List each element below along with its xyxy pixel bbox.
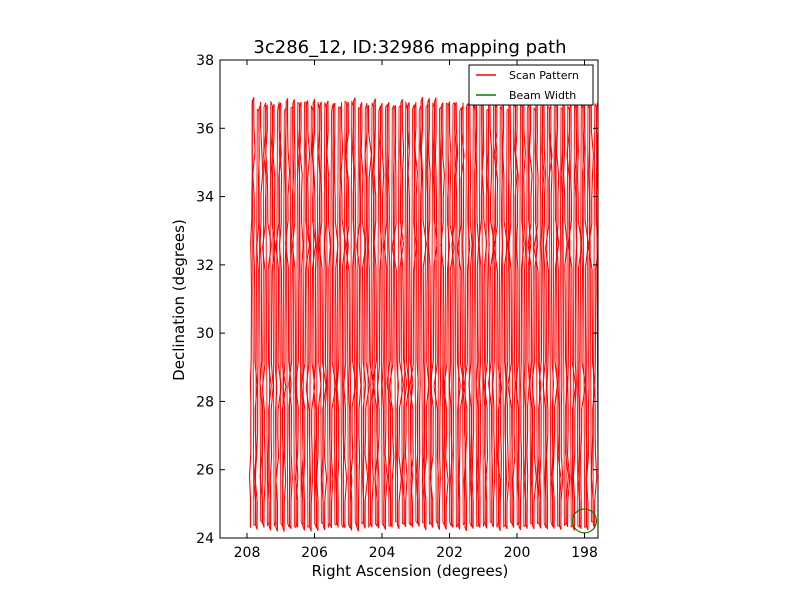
scan-pattern-line-overlap xyxy=(251,100,598,529)
y-tick-label: 26 xyxy=(196,463,214,479)
beam-width-circle xyxy=(571,508,598,534)
scan-pattern-line xyxy=(248,97,598,532)
y-tick-label: 34 xyxy=(196,190,214,206)
x-tick-label: 206 xyxy=(301,545,328,561)
y-tick-label: 36 xyxy=(196,121,214,137)
y-axis: 24 26 28 30 32 34 36 38 xyxy=(196,53,598,547)
x-tick-label: 198 xyxy=(571,545,598,561)
chart-title: 3c286_12, ID:32986 mapping path xyxy=(253,37,566,58)
plot-frame xyxy=(219,59,599,539)
y-tick-label: 32 xyxy=(196,258,214,274)
x-tick-label: 202 xyxy=(436,545,463,561)
y-tick-label: 30 xyxy=(196,326,214,342)
legend: Scan Pattern Beam Width xyxy=(468,64,594,106)
legend-box xyxy=(468,64,594,106)
scan-pattern-series xyxy=(248,97,598,532)
y-axis-label: Declination (degrees) xyxy=(170,219,188,381)
y-tick-label: 28 xyxy=(196,394,214,410)
x-tick-label: 200 xyxy=(504,545,531,561)
x-axis-label: Right Ascension (degrees) xyxy=(312,562,509,580)
y-tick-label: 24 xyxy=(196,531,214,547)
x-tick-label: 204 xyxy=(369,545,396,561)
legend-label-scan-pattern: Scan Pattern xyxy=(509,69,579,82)
x-tick-label: 208 xyxy=(234,545,261,561)
plot-area xyxy=(219,59,599,539)
y-tick-label: 38 xyxy=(196,53,214,69)
legend-label-beam-width: Beam Width xyxy=(509,89,576,102)
x-axis: 208 206 204 202 200 198 xyxy=(234,60,598,561)
